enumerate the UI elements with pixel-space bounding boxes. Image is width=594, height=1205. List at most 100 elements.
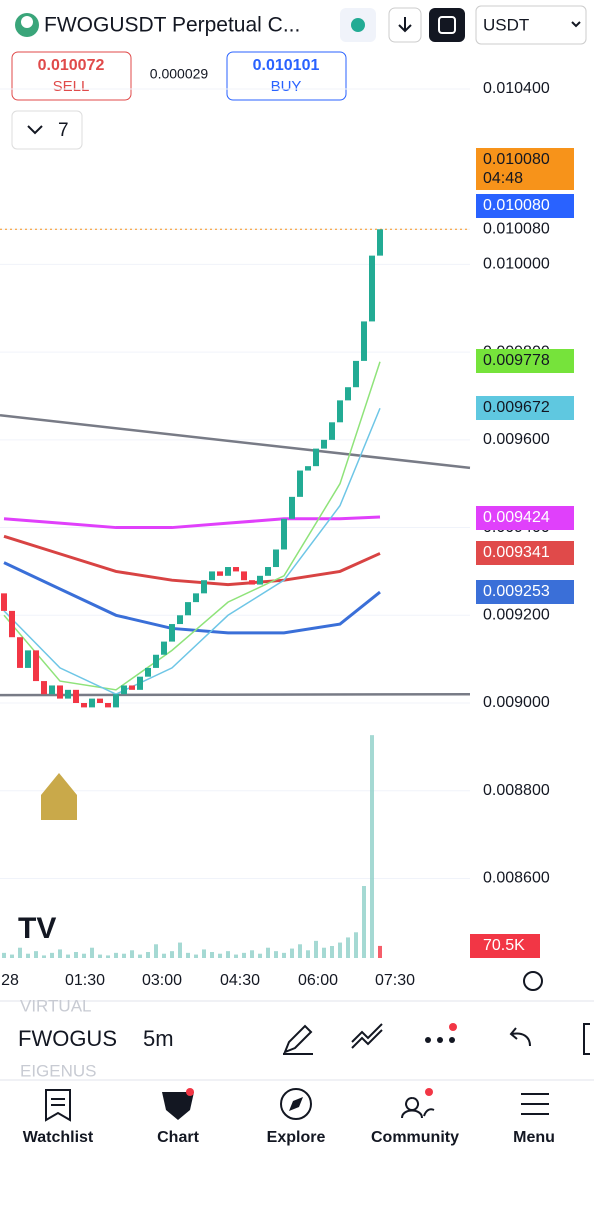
candle xyxy=(145,667,151,677)
price-badge-label: 0.009341 xyxy=(483,544,550,561)
settings-icon[interactable] xyxy=(523,971,543,991)
volume-bar xyxy=(82,953,86,958)
y-tick-label: 0.010080 xyxy=(483,221,550,238)
candle xyxy=(201,580,207,594)
candle xyxy=(153,654,159,668)
candle xyxy=(105,703,111,708)
volume-bar xyxy=(74,952,78,958)
x-tick-label: 03:00 xyxy=(142,972,182,989)
symbol-title[interactable]: FWOGUSDT Perpetual C... xyxy=(44,14,300,37)
volume-bar xyxy=(330,946,334,958)
price-badge-label: 0.009424 xyxy=(483,509,550,526)
moving-average xyxy=(3,534,381,587)
candle xyxy=(113,694,119,708)
candle xyxy=(41,681,47,695)
community-icon[interactable] xyxy=(401,1097,435,1119)
volume-bar xyxy=(90,947,94,958)
interval[interactable]: 5m xyxy=(143,1026,174,1051)
sell-label: SELL xyxy=(53,78,90,95)
volume-bar xyxy=(34,951,38,958)
candle xyxy=(25,650,31,668)
candle xyxy=(57,685,63,699)
indicator-count: 7 xyxy=(58,120,69,141)
indicator-toggle[interactable] xyxy=(11,110,83,150)
indicators-tool[interactable] xyxy=(351,1023,383,1049)
volume-label: 70.5K xyxy=(483,937,525,954)
candle xyxy=(169,624,175,642)
chart-icon[interactable] xyxy=(162,1092,194,1120)
volume-bar xyxy=(298,944,302,958)
volume-bar xyxy=(50,952,54,958)
menu-icon[interactable] xyxy=(521,1093,549,1115)
candle xyxy=(337,400,343,423)
currency-select[interactable] xyxy=(475,5,587,45)
volume-bar xyxy=(250,950,254,958)
candle xyxy=(73,689,79,703)
candle xyxy=(361,321,367,361)
volume-bar xyxy=(26,953,30,958)
volume-bar xyxy=(98,954,102,958)
candle xyxy=(81,703,87,708)
price-badge xyxy=(476,349,574,373)
price-badge-label: 0.009253 xyxy=(483,583,550,600)
candle xyxy=(33,650,39,682)
volume-bar xyxy=(282,952,286,958)
marker xyxy=(41,773,77,820)
moving-average xyxy=(3,515,381,530)
candle xyxy=(9,610,15,638)
symbol[interactable]: FWOGUS xyxy=(18,1026,117,1051)
volume-bar xyxy=(178,942,182,958)
moving-average xyxy=(3,561,381,635)
y-tick-label: 0.008600 xyxy=(483,870,550,887)
nav-label[interactable]: Chart xyxy=(157,1129,199,1146)
candle xyxy=(17,637,23,668)
buy-label: BUY xyxy=(271,78,302,95)
draw-tool[interactable] xyxy=(283,1024,313,1055)
layout-icon xyxy=(438,16,456,34)
y-tick-label: 0.010400 xyxy=(483,80,550,97)
explore-icon[interactable] xyxy=(280,1088,312,1120)
more-tool[interactable] xyxy=(425,1037,455,1043)
fullscreen-tool[interactable] xyxy=(583,1023,590,1055)
volume-bar xyxy=(130,950,134,958)
volume-bar xyxy=(122,953,126,958)
nav-label[interactable]: Watchlist xyxy=(23,1129,94,1146)
x-tick-label: 01:30 xyxy=(65,972,105,989)
status-dot xyxy=(351,18,365,32)
undo-tool[interactable] xyxy=(509,1027,531,1047)
volume-bar xyxy=(226,951,230,958)
volume-bar xyxy=(322,947,326,958)
x-tick-label: 06:00 xyxy=(298,972,338,989)
y-tick-label: 0.009000 xyxy=(483,694,550,711)
price-badge-label: 0.010080 xyxy=(483,151,550,168)
volume-bar xyxy=(18,947,22,958)
volume-bar xyxy=(170,951,174,958)
candle xyxy=(89,698,95,708)
nav: Watchlist Chart Explore Community Menu xyxy=(23,1129,555,1146)
candle xyxy=(257,575,263,585)
download-button[interactable] xyxy=(388,7,422,43)
candle xyxy=(377,229,383,256)
tv-logo: TV xyxy=(18,912,56,945)
volume-bar xyxy=(290,948,294,958)
trendline xyxy=(0,414,471,470)
volume-bar xyxy=(258,953,262,958)
nav-label[interactable]: Explore xyxy=(267,1129,326,1146)
nav-label[interactable]: Menu xyxy=(513,1129,555,1146)
layout-button[interactable] xyxy=(429,8,465,42)
sell-button[interactable] xyxy=(11,51,132,101)
price-badge xyxy=(476,506,574,530)
volume-bar xyxy=(58,949,62,958)
price-badge xyxy=(476,396,574,420)
y-tick-label: 0.009200 xyxy=(483,606,550,623)
volume-bar xyxy=(66,954,70,958)
volume-bar xyxy=(2,952,6,958)
watchlist-icon[interactable] xyxy=(45,1089,71,1122)
down-icon xyxy=(398,17,412,33)
price-badge-label: 0.009672 xyxy=(483,399,550,416)
logo xyxy=(21,16,33,28)
moving-average xyxy=(3,407,381,696)
volume-bar xyxy=(194,954,198,958)
buy-button[interactable] xyxy=(226,51,347,101)
nav-label[interactable]: Community xyxy=(371,1129,459,1146)
